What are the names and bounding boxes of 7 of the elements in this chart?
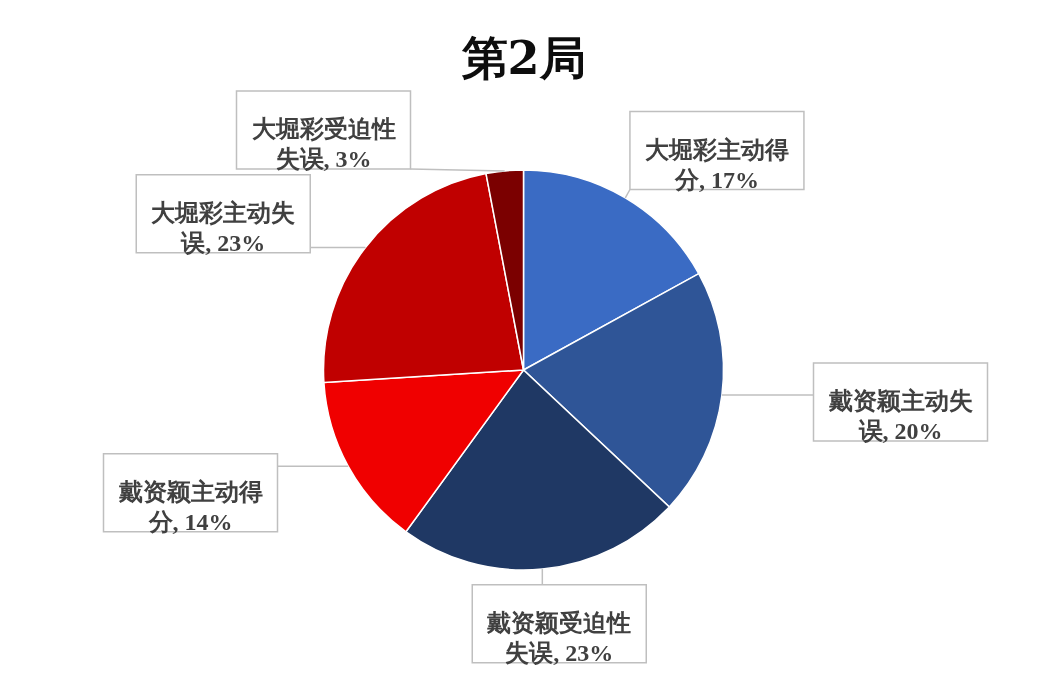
slice-label: 大堀彩受迫性失误, 3% — [251, 116, 396, 172]
slice-label: 大堀彩主动失误, 23% — [151, 198, 296, 256]
slice-label: 戴资颖受迫性失误, 23% — [486, 609, 632, 666]
slice-label: 戴资颖主动得分, 14% — [117, 477, 263, 535]
slice-label: 大堀彩主动得分, 17% — [644, 135, 789, 193]
slice-label: 戴资颖主动失误, 20% — [827, 386, 973, 444]
chart-title: 第2局 — [460, 31, 586, 85]
